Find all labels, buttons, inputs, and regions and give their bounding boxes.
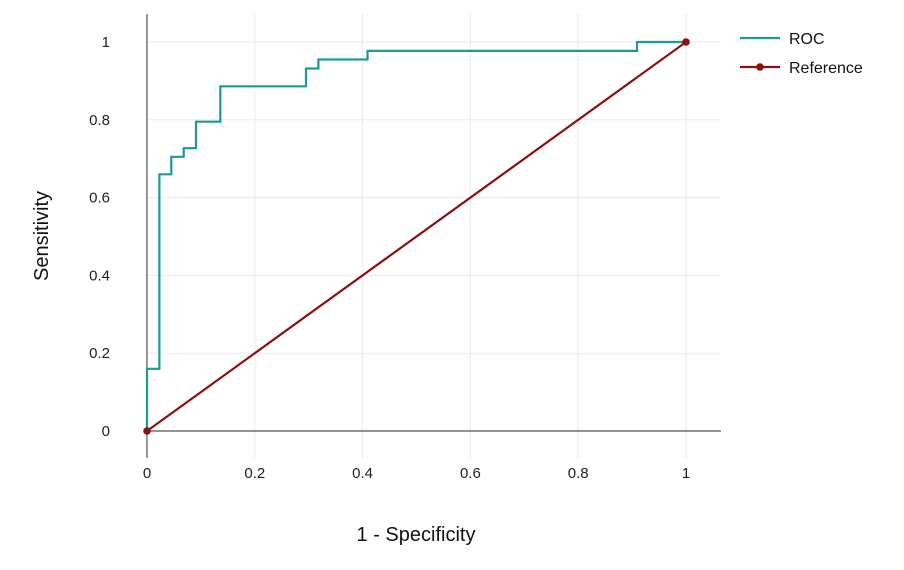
legend-label-reference: Reference [789,60,863,77]
y-tick-label: 0.2 [89,345,110,362]
legend-label-roc: ROC [789,31,825,48]
y-tick-labels: 0 0.2 0.4 0.6 0.8 1 [89,34,110,440]
y-tick-label: 1 [102,34,110,51]
y-tick-label: 0.6 [89,190,110,207]
x-tick-label: 1 [682,465,690,482]
x-axis-title: 1 - Specificity [357,524,476,546]
legend-marker-reference [756,63,764,71]
plot-series [143,38,690,435]
reference-line [146,41,687,432]
y-axis-title: Sensitivity [31,191,53,281]
axes [146,14,721,458]
reference-point [682,38,690,46]
x-tick-label: 0.2 [244,465,265,482]
roc-line [145,40,686,431]
x-tick-labels: 0 0.2 0.4 0.6 0.8 1 [143,465,690,482]
grid [147,14,721,458]
x-tick-label: 0.6 [460,465,481,482]
x-tick-label: 0 [143,465,151,482]
reference-point [143,427,151,435]
x-tick-label: 0.4 [352,465,373,482]
y-tick-label: 0 [102,423,110,440]
x-tick-label: 0.8 [568,465,589,482]
y-tick-label: 0.4 [89,267,110,284]
y-tick-label: 0.8 [89,112,110,129]
legend: ROC Reference [740,31,863,77]
